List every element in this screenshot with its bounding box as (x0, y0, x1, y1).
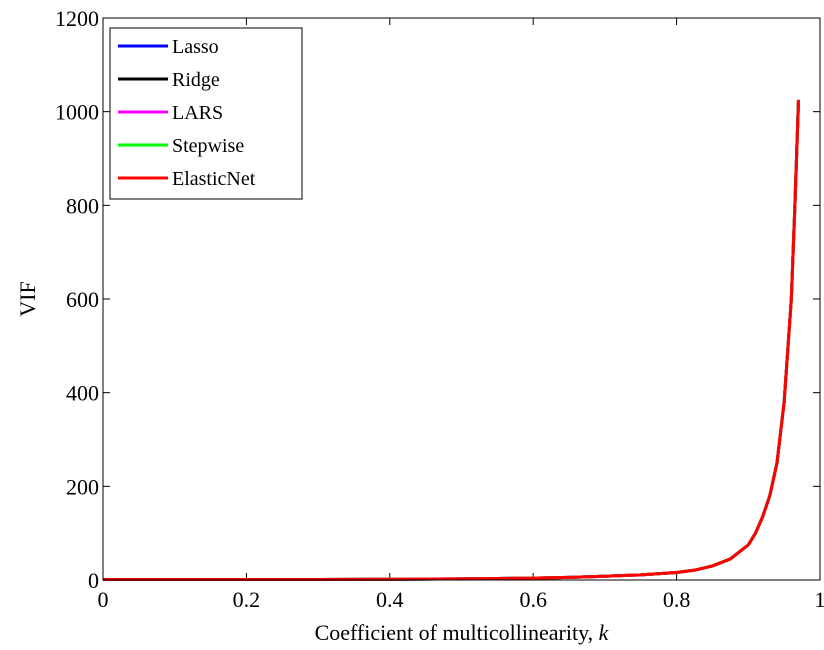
x-axis-title-text: Coefficient of multicollinearity, (315, 620, 594, 645)
y-tick-label: 0 (88, 568, 99, 593)
y-axis-title: VIF (15, 281, 40, 316)
x-tick-label: 0.6 (519, 587, 547, 612)
x-axis-title: Coefficient of multicollinearity, k (315, 620, 610, 645)
x-axis-ticks: 0 0.2 0.4 0.6 0.8 1 (98, 18, 824, 612)
x-tick-label: 0 (98, 587, 109, 612)
legend-label-lasso: Lasso (172, 36, 219, 58)
legend-label-lars: LARS (172, 102, 223, 124)
x-tick-label: 0.8 (663, 587, 691, 612)
y-tick-label: 200 (66, 474, 99, 499)
legend: Lasso Ridge LARS Stepwise ElasticNet (109, 27, 303, 200)
legend-label-stepwise: Stepwise (172, 135, 244, 157)
series-layer (103, 99, 800, 582)
x-tick-label: 0.2 (233, 587, 261, 612)
y-tick-label: 600 (66, 287, 99, 312)
x-axis-title-variable: k (599, 620, 610, 645)
y-tick-label: 400 (66, 381, 99, 406)
plot-area-frame (102, 17, 821, 581)
y-axis-ticks: 0 200 400 600 800 1000 1200 (55, 6, 820, 593)
legend-label-ridge: Ridge (172, 69, 220, 91)
x-tick-label: 1 (815, 587, 824, 612)
y-tick-label: 1200 (55, 6, 99, 31)
series-line-elasticnet (103, 99, 800, 582)
legend-label-elasticnet: ElasticNet (172, 168, 256, 190)
x-tick-label: 0.4 (376, 587, 404, 612)
y-tick-label: 1000 (55, 100, 99, 125)
y-tick-label: 800 (66, 193, 99, 218)
